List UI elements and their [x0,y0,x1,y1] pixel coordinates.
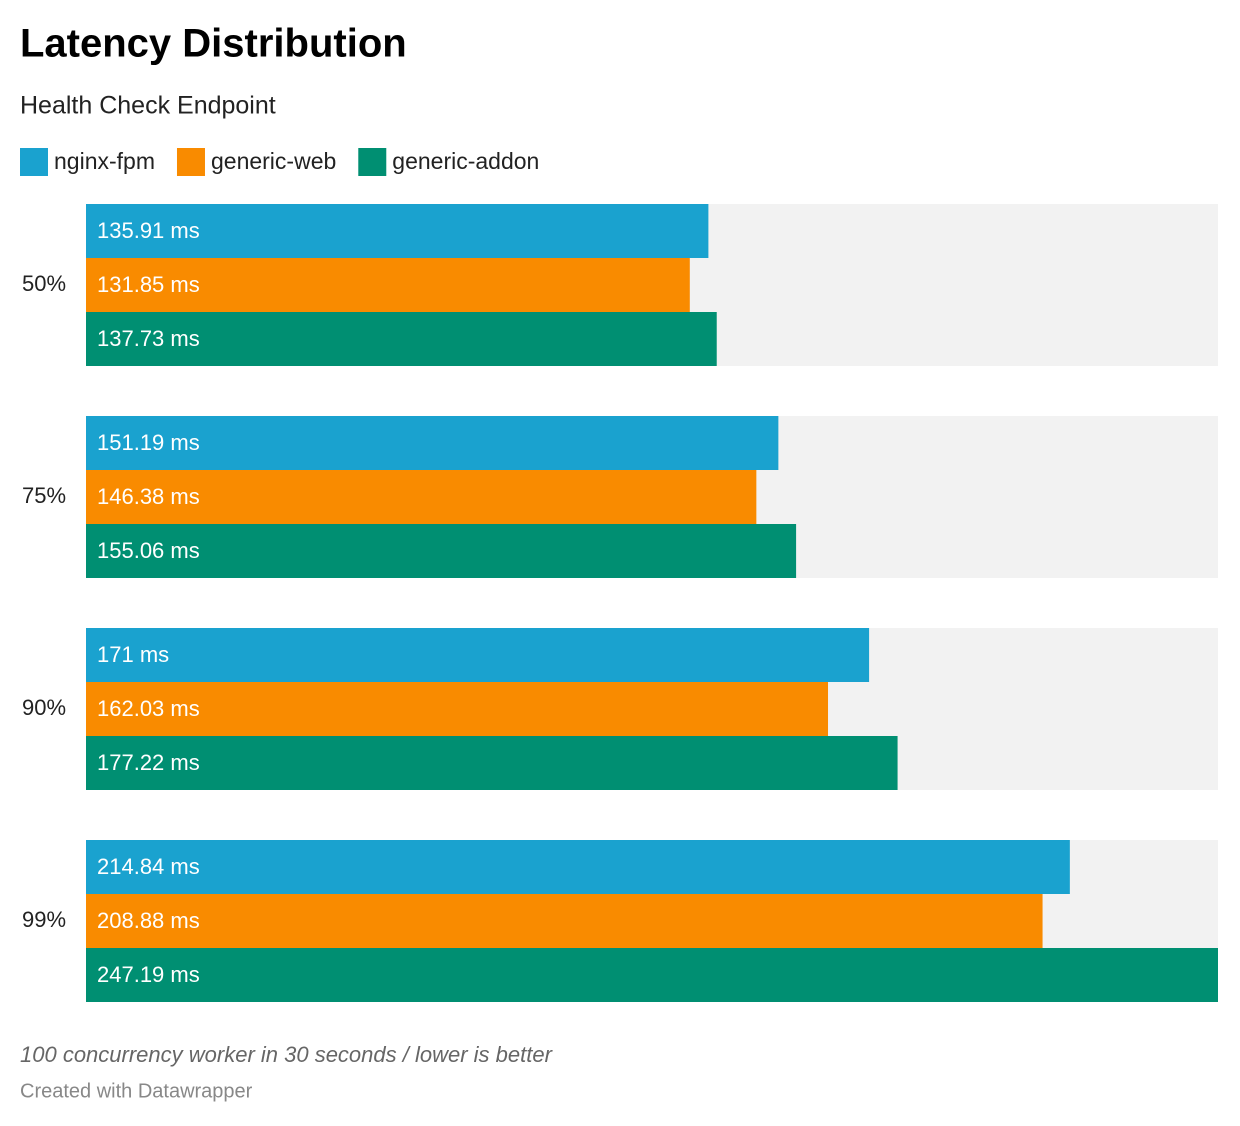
legend-swatch [358,148,387,176]
category-label: 90% [22,695,66,720]
bar [86,416,779,470]
value-label: 146.38 ms [97,484,200,509]
legend-label: generic-web [211,148,336,174]
value-label: 137.73 ms [97,326,200,351]
value-label: 247.19 ms [97,962,200,987]
value-label: 177.22 ms [97,750,200,775]
bar [86,894,1043,948]
chart-subtitle: Health Check Endpoint [20,92,276,120]
bar [86,682,829,736]
legend-swatch [20,148,48,176]
value-label: 131.85 ms [97,272,200,297]
value-label: 171 ms [97,642,169,667]
chart-note: 100 concurrency worker in 30 seconds / l… [20,1042,554,1067]
bar [86,948,1218,1002]
category-label: 75% [22,483,66,508]
bar [86,204,709,258]
value-label: 155.06 ms [97,538,200,563]
bar [86,736,898,790]
chart-credit: Created with Datawrapper [20,1080,253,1102]
bar [86,312,717,366]
bar [86,628,870,682]
value-label: 151.19 ms [97,430,200,455]
bar [86,524,797,578]
value-label: 208.88 ms [97,908,200,933]
bar [86,258,690,312]
value-label: 214.84 ms [97,854,200,879]
value-label: 135.91 ms [97,218,200,243]
bar [86,470,757,524]
chart-title: Latency Distribution [20,22,407,66]
legend-label: nginx-fpm [54,148,155,174]
legend-swatch [176,148,205,176]
value-label: 162.03 ms [97,696,200,721]
category-label: 99% [22,907,66,932]
bar [86,840,1070,894]
legend-label: generic-addon [392,148,539,174]
category-label: 50% [22,271,66,296]
